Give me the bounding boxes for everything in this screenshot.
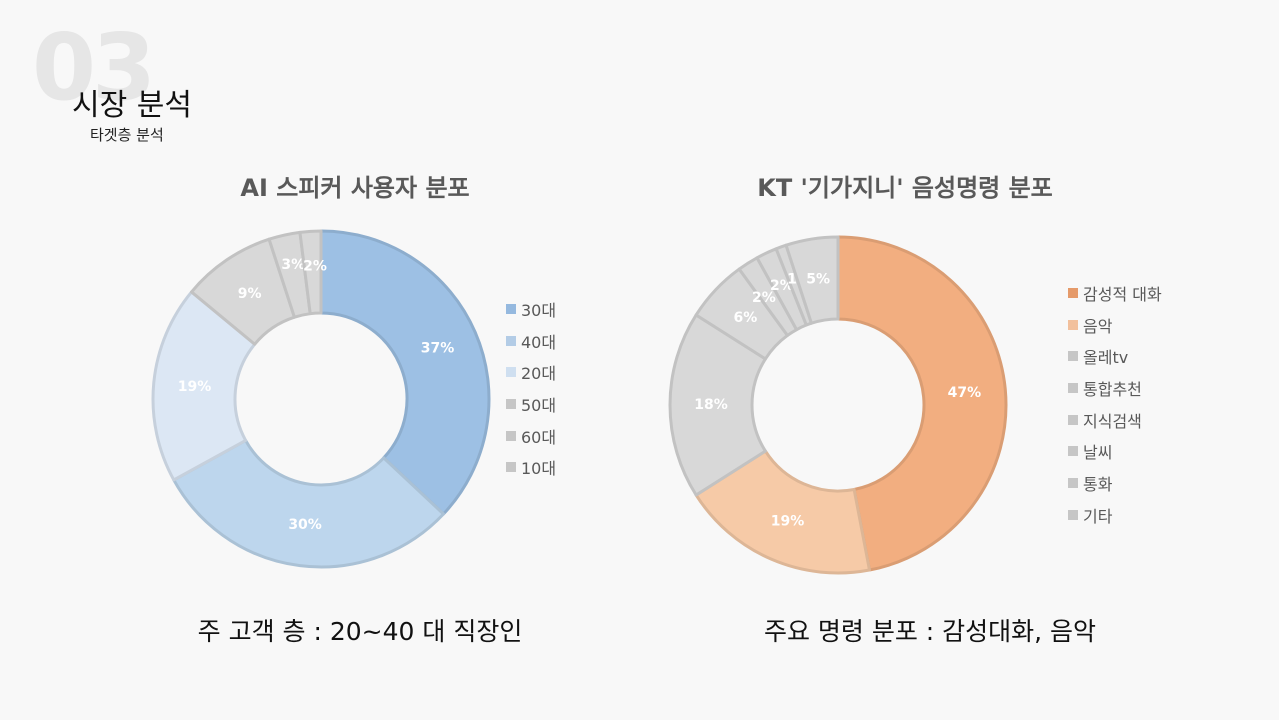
data-label-기타: 5% [806, 272, 830, 288]
slice-음악 [694, 449, 871, 575]
legend-label: 감성적 대화 [1083, 284, 1162, 304]
legend-swatch [1068, 382, 1078, 393]
data-label-50대: 9% [238, 286, 262, 302]
slice-기타 [784, 235, 840, 325]
donut-chart-age: 37% 30% 19% 9% 3%2% [151, 229, 491, 569]
legend-item-30대: 30대 [506, 293, 556, 325]
legend-label: 40대 [521, 332, 557, 352]
legend-label: 음악 [1083, 316, 1113, 336]
legend-label: 기타 [1083, 506, 1113, 526]
slice-20대 [151, 290, 257, 482]
legend-swatch [506, 398, 516, 409]
data-label-40대: 30% [288, 517, 322, 533]
legend-item-20대: 20대 [506, 356, 556, 388]
legend-item-10대: 10대 [506, 451, 556, 483]
slice-감성적-대화 [836, 235, 1008, 572]
slice-10대 [298, 229, 323, 316]
legend-swatch [1068, 446, 1078, 457]
legend-swatch [1068, 287, 1078, 298]
legend-item-40대: 40대 [506, 325, 556, 357]
legend-age: 30대 40대 20대 50대 60대 10대 [506, 293, 556, 483]
legend-label: 30대 [521, 300, 557, 320]
slice-30대 [319, 229, 491, 516]
legend-label: 60대 [521, 427, 557, 447]
legend-swatch [506, 303, 516, 314]
data-label-통합추천: 6% [734, 310, 758, 326]
legend-item-기타: 기타 [1068, 499, 1162, 531]
caption-commands: 주요 명령 분포 : 감성대화, 음악 [763, 617, 1097, 646]
data-label-지식검색: 2% [752, 290, 776, 306]
chart-title-age: AI 스피커 사용자 분포 [240, 174, 470, 202]
legend-label: 지식검색 [1083, 411, 1142, 431]
legend-swatch [1068, 351, 1078, 362]
chart-title-commands: KT '기가지니' 음성명령 분포 [757, 174, 1053, 202]
legend-label: 통화 [1083, 474, 1113, 494]
legend-label: 10대 [521, 459, 557, 479]
legend-swatch [1068, 414, 1078, 425]
legend-item-음악: 음악 [1068, 309, 1162, 341]
legend-label: 통합추천 [1083, 379, 1142, 399]
legend-swatch [1068, 319, 1078, 330]
legend-item-60대: 60대 [506, 420, 556, 452]
data-label-30대: 37% [421, 341, 455, 357]
donut-chart-commands: 47%19%18%6%2%2%1%5% [668, 235, 1008, 575]
legend-item-통합추천: 통합추천 [1068, 372, 1162, 404]
slice-올레tv [668, 313, 767, 497]
legend-item-통화: 통화 [1068, 467, 1162, 499]
legend-label: 50대 [521, 395, 557, 415]
legend-label: 올레tv [1083, 348, 1129, 368]
legend-swatch [506, 367, 516, 378]
section-number: 03 [32, 14, 156, 121]
page-title: 시장 분석 [72, 88, 192, 123]
slice-40대 [172, 438, 445, 569]
legend-label: 날씨 [1083, 443, 1113, 463]
data-label-10대: 2% [303, 258, 327, 274]
legend-swatch [506, 430, 516, 441]
legend-swatch [506, 335, 516, 346]
legend-swatch [1068, 477, 1078, 488]
data-label-음악: 19% [771, 514, 805, 530]
legend-item-올레tv: 올레tv [1068, 340, 1162, 372]
legend-swatch [506, 462, 516, 473]
legend-swatch [1068, 509, 1078, 520]
data-label-20대: 19% [178, 379, 212, 395]
legend-item-날씨: 날씨 [1068, 435, 1162, 467]
page-subtitle: 타겟층 분석 [90, 126, 164, 144]
data-label-올레tv: 18% [694, 397, 728, 413]
legend-item-50대: 50대 [506, 388, 556, 420]
data-label-감성적-대화: 47% [948, 385, 982, 401]
legend-label: 20대 [521, 364, 557, 384]
legend-item-지식검색: 지식검색 [1068, 404, 1162, 436]
data-label-60대: 3% [281, 257, 305, 273]
caption-age: 주 고객 층 : 20~40 대 직장인 [197, 617, 523, 646]
legend-item-감성적-대화: 감성적 대화 [1068, 277, 1162, 309]
